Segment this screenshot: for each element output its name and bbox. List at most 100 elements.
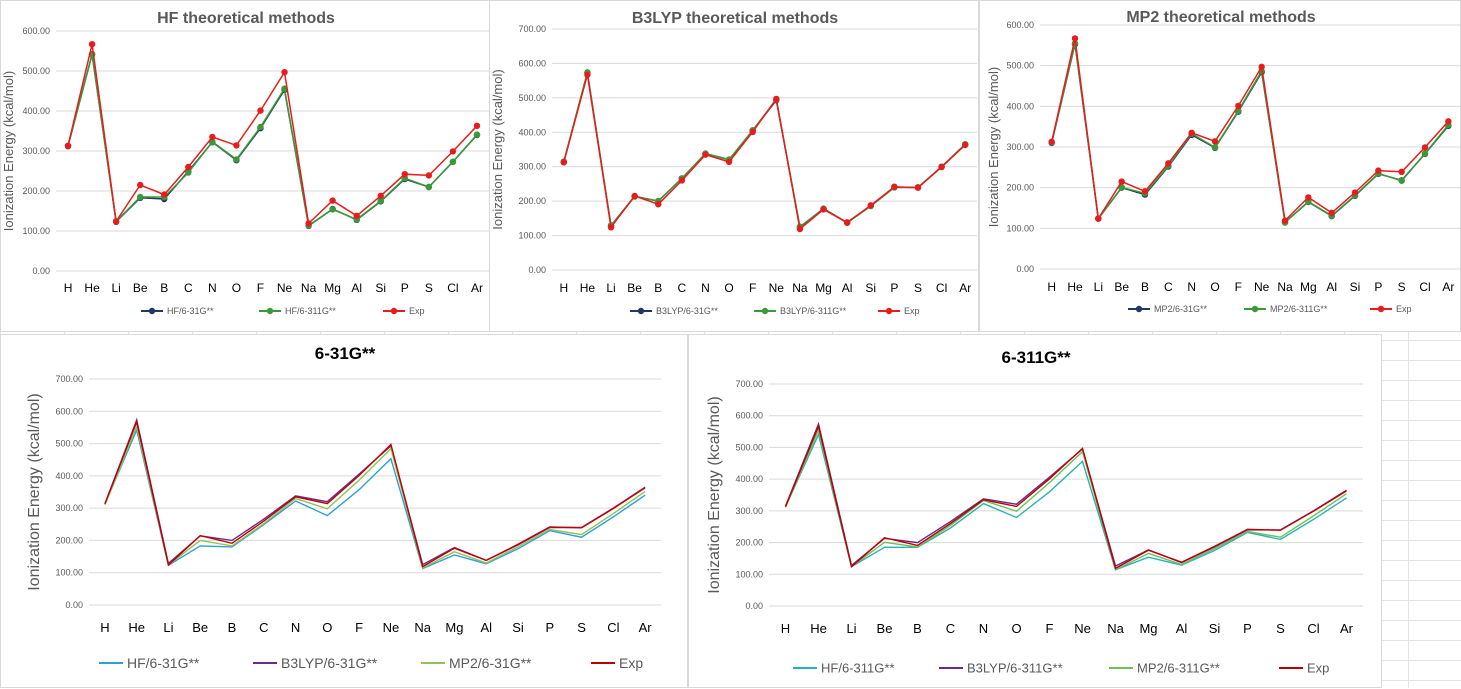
data-point: [305, 220, 312, 227]
chart-title: 6-31G**: [315, 344, 376, 363]
y-tick-label: 200.00: [1006, 183, 1034, 193]
y-tick-label: 100.00: [55, 568, 83, 578]
series-line: [104, 424, 646, 569]
legend-label: MP2/6-31G**: [1154, 304, 1208, 314]
x-tick-label: Ar: [639, 620, 653, 635]
x-tick-label: Ar: [1340, 621, 1354, 636]
x-tick-label: Li: [1094, 280, 1103, 294]
legend-label: MP2/6-311G**: [1137, 661, 1220, 676]
data-point: [1445, 118, 1452, 125]
x-tick-label: Mg: [815, 281, 832, 295]
x-tick-label: Li: [111, 281, 120, 295]
x-tick-label: B: [913, 621, 922, 636]
series-line: [104, 417, 646, 566]
data-point: [702, 151, 709, 158]
y-tick-label: 300.00: [518, 162, 546, 172]
x-tick-label: P: [545, 620, 554, 635]
data-point: [425, 172, 433, 179]
series-line: [563, 74, 966, 231]
data-point: [560, 159, 568, 166]
data-point: [1188, 129, 1195, 136]
data-point: [631, 192, 638, 200]
y-tick-label: 500.00: [55, 439, 83, 449]
y-tick-label: 300.00: [735, 506, 763, 516]
chart-hf-methods[interactable]: HF theoretical methods 0.00 100.00 200.00 30…: [0, 0, 490, 332]
chart-title: HF theoretical methods: [157, 10, 335, 27]
data-point: [64, 142, 72, 149]
data-point: [1048, 138, 1055, 145]
data-point: [938, 163, 945, 171]
data-point: [655, 201, 662, 208]
x-tick-label: N: [1187, 280, 1196, 294]
x-tick-label: F: [1046, 621, 1054, 636]
chart-mp2-methods[interactable]: MP2 theoretical methods 0.00 100.00 200.00 3…: [979, 0, 1461, 332]
data-point: [449, 148, 457, 155]
y-tick-label: 400.00: [518, 127, 546, 137]
data-point: [725, 158, 733, 166]
y-tick-label: 600.00: [55, 406, 83, 416]
legend-marker: [148, 307, 156, 315]
y-tick-label: 200.00: [735, 538, 763, 548]
x-tick-label: S: [425, 281, 433, 295]
legend-marker: [390, 307, 398, 315]
y-tick-label: 200.00: [55, 535, 83, 545]
x-tick-label: He: [580, 281, 596, 295]
y-tick-label: 600.00: [735, 411, 763, 421]
series-line: [104, 419, 646, 568]
series-line: [563, 72, 966, 229]
x-tick-label: Al: [1176, 621, 1188, 636]
series-line: [1050, 43, 1449, 224]
series-line: [1050, 38, 1449, 223]
data-point: [281, 69, 288, 76]
x-tick-label: S: [577, 620, 586, 635]
data-point: [1211, 144, 1219, 151]
y-tick-label: 600.00: [518, 58, 546, 68]
y-tick-label: 600.00: [1006, 20, 1034, 30]
x-tick-label: Si: [1209, 621, 1221, 636]
data-point: [1398, 168, 1405, 176]
x-tick-label: Ar: [1442, 280, 1454, 294]
series-line: [784, 421, 1347, 567]
x-tick-label: F: [257, 281, 264, 295]
x-tick-label: C: [1164, 280, 1173, 294]
x-tick-label: Cl: [1307, 621, 1319, 636]
data-point: [473, 122, 481, 129]
x-tick-label: P: [890, 281, 898, 295]
chart-svg: B3LYP theoretical methods 0.00 100.00 200.0…: [490, 10, 977, 316]
chart-6-311g[interactable]: 6-311G** 0.00 100.00 200.00 300.00 400.00 500.…: [688, 334, 1382, 688]
legend-label: B3LYP/6-31G**: [656, 306, 718, 316]
data-point: [1165, 160, 1172, 167]
chart-b3lyp-methods[interactable]: B3LYP theoretical methods 0.00 100.00 200.0…: [489, 0, 979, 332]
x-tick-label: B: [228, 620, 237, 635]
chart-6-31g[interactable]: 6-31G** 0.00 100.00 200.00 300.00 400.00 500.0…: [0, 334, 688, 688]
chart-title: MP2 theoretical methods: [1126, 9, 1315, 26]
data-point: [914, 184, 922, 191]
data-point: [377, 192, 384, 199]
data-point: [401, 171, 409, 178]
series-line: [563, 72, 966, 228]
x-tick-label: Si: [865, 281, 876, 295]
x-tick-label: Be: [133, 281, 148, 295]
y-tick-label: 200.00: [518, 196, 546, 206]
y-tick-label: 0.00: [1016, 264, 1034, 274]
x-tick-label: Cl: [447, 281, 458, 295]
x-tick-label: Ne: [769, 281, 785, 295]
x-tick-label: Si: [375, 281, 386, 295]
y-tick-label: 400.00: [55, 471, 83, 481]
x-tick-label: S: [1276, 621, 1285, 636]
data-point: [473, 131, 481, 138]
x-tick-label: Ar: [471, 281, 483, 295]
legend-label: Exp: [904, 306, 920, 316]
x-tick-label: C: [259, 620, 268, 635]
y-tick-label: 100.00: [735, 569, 763, 579]
data-point: [1095, 215, 1102, 222]
data-point: [1141, 188, 1149, 195]
x-tick-label: F: [355, 620, 363, 635]
data-point: [329, 206, 336, 213]
legend-marker: [266, 307, 274, 315]
x-tick-label: Cl: [936, 281, 947, 295]
data-point: [209, 133, 216, 141]
y-tick-label: 0.00: [528, 265, 546, 275]
x-tick-label: Ar: [959, 281, 971, 295]
y-tick-label: 100.00: [22, 226, 50, 236]
